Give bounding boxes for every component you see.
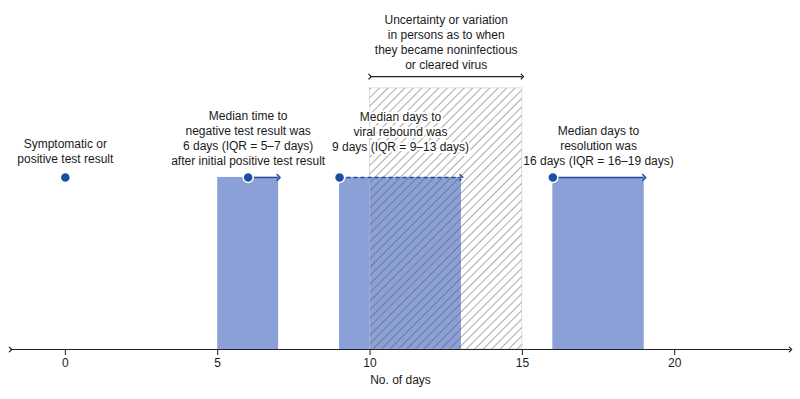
svg-text:Symptomatic orpositive test re: Symptomatic orpositive test result xyxy=(17,137,114,166)
svg-text:Uncertainty or variationin per: Uncertainty or variationin persons as to… xyxy=(375,13,518,72)
svg-text:Median days toviral rebound wa: Median days toviral rebound was9 days (I… xyxy=(332,110,469,154)
svg-text:20: 20 xyxy=(668,356,682,370)
svg-text:15: 15 xyxy=(516,356,530,370)
svg-text:Median time tonegative test re: Median time tonegative test result was6 … xyxy=(171,109,326,168)
svg-text:Median days toresolution was16: Median days toresolution was16 days (IQR… xyxy=(523,124,673,168)
svg-text:5: 5 xyxy=(214,356,221,370)
svg-text:10: 10 xyxy=(363,356,377,370)
svg-text:0: 0 xyxy=(62,356,69,370)
svg-text:No. of days: No. of days xyxy=(370,373,431,387)
